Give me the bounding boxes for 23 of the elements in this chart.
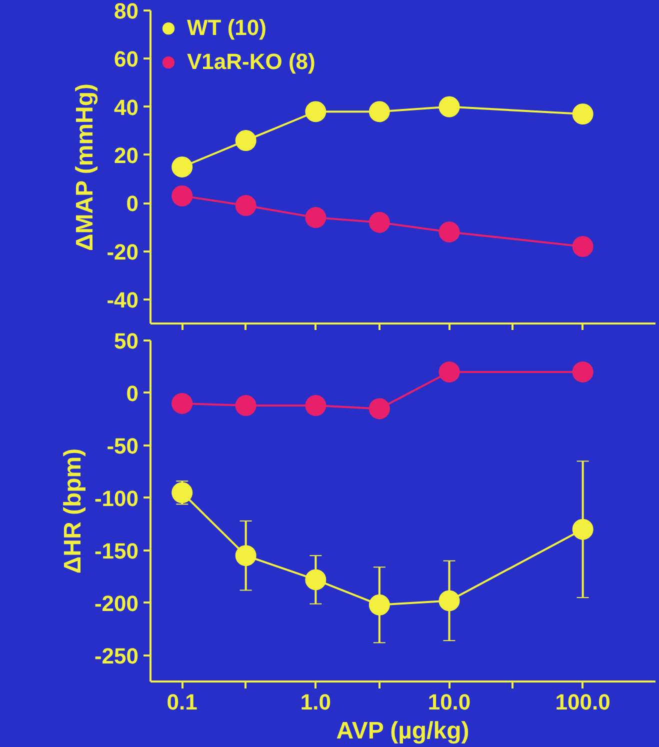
legend-label: WT (10)	[187, 15, 266, 41]
y-tick-label: 50	[114, 328, 139, 354]
y-tick-label: 20	[114, 142, 139, 168]
y-tick-label: -50	[106, 433, 138, 458]
y-tick-label: -250	[94, 643, 139, 668]
x-tick-label: 10.0	[428, 690, 471, 714]
y-tick-label: 40	[114, 94, 139, 120]
legend-label: V1aR-KO (8)	[187, 49, 316, 75]
y-tick-label: -20	[106, 239, 138, 264]
y-axis-title: ΔMAP (mmHg)	[72, 83, 99, 251]
x-tick-label: 1.0	[300, 690, 331, 714]
y-tick-label: -150	[94, 538, 139, 564]
y-tick-label: -100	[94, 486, 139, 511]
y-tick-label: -200	[94, 590, 139, 616]
y-tick-label: -40	[106, 287, 138, 312]
x-tick-label: 0.1	[166, 690, 198, 714]
y-tick-label: 0	[126, 191, 139, 216]
y-tick-label: 60	[114, 46, 139, 72]
y-tick-label: 80	[114, 0, 139, 24]
x-tick-label: 100.0	[555, 690, 610, 714]
x-axis-title: AVP (µg/kg)	[336, 718, 470, 744]
y-axis-title: ΔHR (bpm)	[59, 448, 86, 574]
y-tick-label: 0	[126, 380, 139, 406]
